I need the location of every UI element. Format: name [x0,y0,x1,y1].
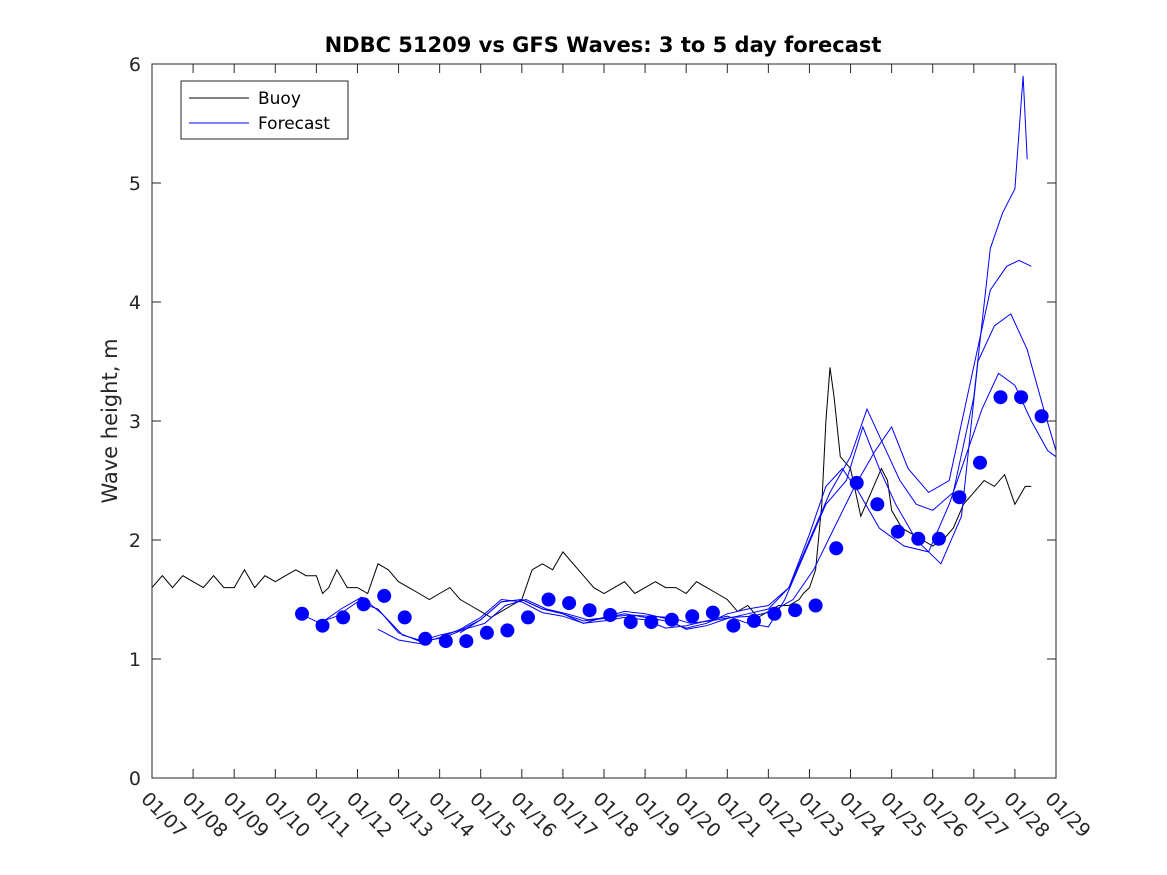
forecast-marker [582,603,597,618]
forecast-line-4 [459,372,1057,634]
forecast-marker [829,541,844,556]
forecast-marker [623,615,638,630]
forecast-marker [336,610,351,625]
forecast-marker [562,596,577,611]
forecast-marker [931,531,946,546]
forecast-marker [890,524,905,539]
forecast-marker [993,390,1008,405]
forecast-marker [438,634,453,649]
forecast-marker [479,625,494,640]
legend-label-forecast: Forecast [258,114,330,134]
forecast-marker [911,531,926,546]
y-axis-label: Wave height, m [98,338,122,503]
forecast-marker [767,606,782,621]
forecast-marker [808,598,823,613]
y-tick-label: 0 [129,768,141,790]
forecast-marker [295,606,309,621]
forecast-marker [500,623,515,638]
forecast-marker [1034,409,1049,424]
y-tick-label: 5 [129,173,141,195]
forecast-marker [644,615,659,630]
forecast-markers [295,390,1049,649]
y-tick-label: 3 [129,411,141,433]
y-tick-label: 4 [129,292,141,314]
forecast-marker [541,592,556,607]
forecast-marker [459,634,474,649]
y-tick-labels: 0 1 2 3 4 5 6 [129,54,141,790]
forecast-marker [705,605,720,620]
buoy-series [151,367,1032,619]
forecast-line-3 [377,313,1057,645]
forecast-marker [747,613,761,628]
forecast-marker [603,608,618,622]
forecast-marker [952,490,967,505]
forecast-marker [870,497,885,512]
legend-box [180,80,349,140]
forecast-marker [1014,390,1029,405]
forecast-marker [521,610,535,625]
plot-area [152,64,1056,778]
forecast-marker [685,609,700,624]
forecast-marker [973,455,987,470]
y-tick-label: 1 [129,649,141,671]
y-tick-label: 6 [129,54,141,76]
forecast-line-2 [316,75,1028,642]
forecast-marker [664,612,679,627]
y-tick-label: 2 [129,530,141,552]
forecast-marker [397,610,412,625]
forecast-marker [788,603,803,618]
forecast-marker [849,475,864,490]
legend: Buoy Forecast [180,80,349,140]
forecast-marker [356,597,371,612]
forecast-marker [726,618,741,633]
legend-label-buoy: Buoy [258,89,301,109]
chart-title: NDBC 51209 vs GFS Waves: 3 to 5 day fore… [325,33,882,57]
axis-ticks [151,63,1057,779]
forecast-marker [315,618,330,633]
buoy-line [151,367,1032,619]
forecast-marker [377,588,392,603]
forecast-marker [418,631,433,646]
